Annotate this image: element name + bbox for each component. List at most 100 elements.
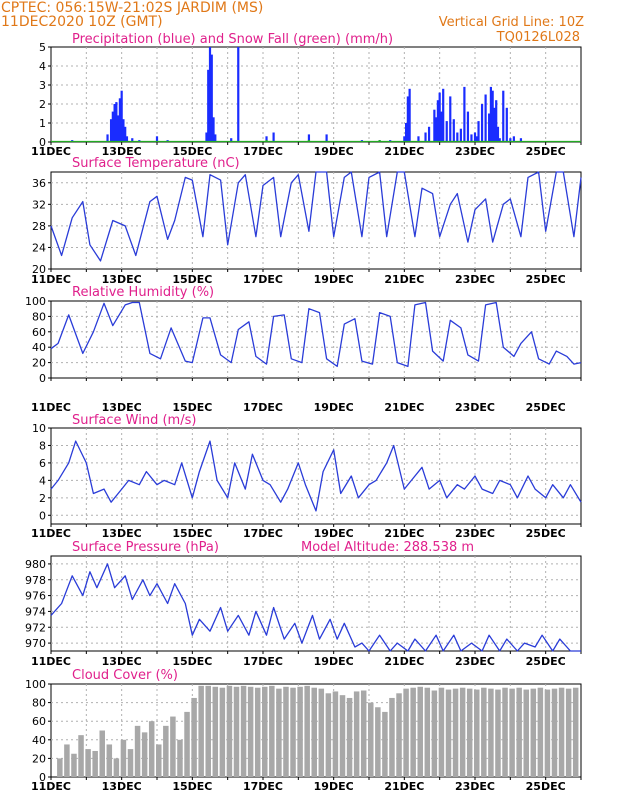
cloud-bar	[495, 689, 501, 777]
cloud-bar	[311, 687, 317, 777]
x-tick-label: 23DEC	[455, 273, 495, 286]
precip-bar	[456, 132, 459, 142]
precip-bar	[106, 134, 109, 142]
temperature-series-line	[50, 171, 582, 262]
precip-bar	[118, 98, 121, 142]
panel-precip: 0 1 2 3 4 5 11DEC 13DEC 15DEC 17DEC 19DEC 21DEC 23DE…	[31, 32, 582, 158]
x-tick-label: 13DEC	[102, 145, 142, 158]
cloud-bar	[339, 695, 346, 777]
y-tick-label: 100	[25, 678, 46, 691]
cloud-bar	[445, 689, 452, 777]
x-tick-label: 21DEC	[384, 401, 424, 414]
cloud-bar	[120, 739, 127, 777]
precip-bar	[427, 126, 431, 142]
y-tick-label: 3	[39, 79, 46, 92]
cloud-bar	[530, 688, 537, 777]
cloud-bar	[148, 721, 155, 777]
precip-bar	[113, 104, 116, 142]
precip-bar	[230, 138, 233, 142]
x-tick-label: 25DEC	[526, 145, 566, 158]
y-tick-label: 0	[39, 771, 46, 784]
panel-title-temperature: Surface Temperature (nC)	[72, 156, 240, 171]
x-tick-label: 17DEC	[243, 527, 283, 540]
precip-bar	[272, 132, 275, 142]
panel-pressure: 970 972 974 976 978 980 11DEC 13DEC 15DEC 17DEC 19…	[25, 540, 582, 668]
cloud-bar	[247, 686, 254, 777]
x-tick-label: 15DEC	[172, 145, 212, 158]
pressure-series-line	[50, 563, 581, 652]
panel-cloud: 0 20 40 60 80 100 11DEC 13DEC 15DEC 17DEC 19DEC 21D…	[25, 668, 582, 793]
precip-bar	[519, 138, 523, 142]
cloud-bar	[85, 749, 91, 777]
y-tick-label: 40	[32, 341, 46, 354]
y-tick-label: 80	[32, 310, 46, 323]
y-tick-label: 4	[39, 60, 46, 73]
precip-bar	[325, 134, 328, 142]
vertical-grid-note: Vertical Grid Line: 10Z	[439, 15, 584, 30]
cloud-bar	[297, 686, 303, 777]
cloud-bar	[318, 688, 325, 777]
y-tick-label: 970	[25, 637, 46, 650]
panel-title-humidity: Relative Humidity (%)	[72, 285, 214, 300]
plot-frame-precip	[50, 46, 582, 143]
precip-bar	[214, 134, 217, 142]
cloud-bar	[452, 688, 459, 777]
cloud-bar	[240, 685, 247, 777]
x-tick-label: 17DEC	[243, 273, 283, 286]
cloud-bar	[466, 688, 473, 777]
precip-bar	[445, 121, 448, 142]
y-tick-label: 978	[25, 574, 46, 587]
x-tick-label: 23DEC	[455, 401, 495, 414]
y-tick-label: 976	[25, 590, 46, 603]
y-tick-label: 6	[39, 457, 46, 470]
cloud-bar	[177, 739, 183, 777]
x-tick-label: 15DEC	[172, 527, 212, 540]
cloud-bar	[417, 686, 423, 777]
y-tick-label: 5	[39, 41, 46, 54]
precip-bar	[505, 107, 508, 142]
x-tick-label: 15DEC	[172, 655, 212, 668]
panel-wind: 0 2 4 6 8 10 11DEC 13DEC 15DEC 17DEC 19DEC 21DEC 23D…	[31, 413, 582, 540]
cloud-bar	[106, 744, 113, 777]
cloud-bar	[113, 758, 120, 777]
precip-bar	[212, 117, 215, 142]
precip-bar	[466, 111, 470, 142]
y-tick-label: 972	[25, 621, 46, 634]
plot-frame-wind	[50, 427, 582, 525]
y-tick-label: 4	[39, 474, 46, 487]
precip-bar	[435, 117, 438, 142]
cloud-bar	[551, 688, 558, 777]
cloud-bar	[184, 711, 190, 777]
x-tick-label: 11DEC	[31, 401, 71, 414]
x-tick-label: 13DEC	[102, 655, 142, 668]
cloud-bar	[99, 730, 105, 777]
x-tick-label: 19DEC	[314, 527, 354, 540]
model-code: TQ0126L028	[496, 30, 580, 45]
x-tick-label: 19DEC	[314, 401, 354, 414]
cloud-bar	[219, 687, 226, 777]
cloud-bar	[64, 744, 70, 777]
x-tick-label: 25DEC	[526, 527, 566, 540]
y-tick-label: 24	[32, 241, 46, 254]
y-tick-label: 2	[39, 492, 46, 505]
cloud-bar	[134, 725, 141, 777]
precip-bar	[512, 136, 515, 142]
x-tick-label: 11DEC	[31, 655, 71, 668]
precip-bar	[440, 111, 443, 142]
panel-title-wind: Surface Wind (m/s)	[72, 413, 196, 428]
cloud-bar	[375, 707, 381, 777]
y-tick-label: 980	[25, 558, 46, 571]
y-tick-label: 2	[39, 98, 46, 111]
x-tick-label: 13DEC	[102, 527, 142, 540]
precip-bar	[122, 119, 125, 142]
precip-bar	[205, 132, 208, 142]
cloud-bar	[572, 687, 579, 777]
precip-bar	[438, 92, 441, 142]
cloud-bar	[481, 687, 487, 777]
precip-bar	[509, 138, 512, 142]
y-tick-label: 1	[39, 117, 46, 130]
cloud-bar	[226, 685, 233, 777]
precip-bar	[111, 111, 114, 142]
y-tick-label: 974	[25, 605, 46, 618]
cloud-bar	[502, 687, 508, 777]
